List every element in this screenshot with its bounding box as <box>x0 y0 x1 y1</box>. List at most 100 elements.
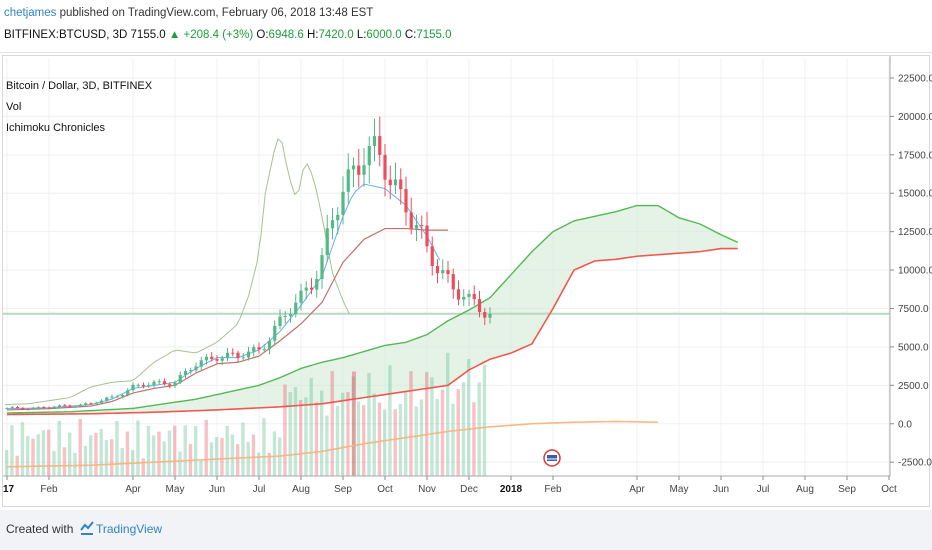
candle-body-68 <box>362 165 366 175</box>
volume-bar-91 <box>482 364 487 476</box>
candle-body-47 <box>252 347 256 352</box>
event-flag-blue <box>547 455 557 461</box>
candle-body-89 <box>472 293 476 300</box>
tradingview-brand[interactable]: TradingView <box>96 522 163 536</box>
volume-bar-51 <box>272 431 277 476</box>
candle-body-18 <box>99 400 104 403</box>
legend-ichimoku[interactable]: Ichimoku Chronicles <box>6 122 106 134</box>
author-link[interactable]: chetjames <box>4 7 57 19</box>
candle-body-31 <box>168 384 172 386</box>
candle-body-13 <box>73 406 77 408</box>
y-tick-label-6: 7500.0 <box>898 304 929 315</box>
volume-bar-3 <box>20 422 25 476</box>
candle-body-37 <box>199 360 203 367</box>
candle-body-42 <box>225 352 230 359</box>
candle-body-16 <box>89 403 93 405</box>
volume-bar-43 <box>230 434 235 476</box>
volume-bar-13 <box>73 452 77 476</box>
x-tick-label-15: Jun <box>713 484 729 495</box>
candle-body-53 <box>283 315 287 317</box>
y-tick-label-2: 17500.0 <box>898 150 932 161</box>
candle-body-12 <box>68 405 72 407</box>
volume-bar-9 <box>52 450 56 476</box>
x-tick-label-19: Oct <box>881 484 897 495</box>
x-tick-label-12: Feb <box>544 484 562 495</box>
volume-bar-7 <box>41 430 46 476</box>
price-chart[interactable]: 22500.0 20000.0 17500.0 15000.0 12500.0 10000… <box>0 0 932 510</box>
open-value: 6948.6 <box>268 29 304 41</box>
volume-bar-50 <box>267 452 271 476</box>
x-tick-label-11: 2018 <box>500 484 523 495</box>
x-tick-label-0: 17 <box>3 484 15 495</box>
volume-bar-8 <box>47 429 51 476</box>
volume-bar-1 <box>10 425 14 476</box>
volume-bar-23 <box>125 431 130 476</box>
candle-body-26 <box>141 384 146 387</box>
volume-bar-17 <box>94 432 98 476</box>
candle-body-60 <box>320 255 324 279</box>
candle-body-28 <box>152 381 156 385</box>
volume-bar-69 <box>367 372 371 476</box>
open-label: O: <box>256 29 269 41</box>
ichimoku-cloud <box>7 205 738 415</box>
candle-body-87 <box>462 296 466 300</box>
volume-bar-64 <box>341 392 345 476</box>
chart-frame[interactable] <box>2 55 930 507</box>
candle-body-91 <box>483 312 487 318</box>
legend-title[interactable]: Bitcoin / Dollar, 3D, BITFINEX <box>6 80 153 92</box>
volume-bar-45 <box>241 422 245 476</box>
x-tick-label-3: May <box>166 484 185 495</box>
candle-body-51 <box>273 325 277 341</box>
volume-bar-4 <box>26 436 30 476</box>
volume-bar-37 <box>199 460 203 476</box>
volume-bar-38 <box>204 419 208 476</box>
volume-bar-21 <box>115 420 119 476</box>
candle-body-72 <box>383 154 387 180</box>
volume-bar-63 <box>335 405 340 476</box>
candle-body-30 <box>162 381 167 385</box>
senkou-span-b-line <box>6 247 738 416</box>
candle-body-41 <box>220 358 224 361</box>
candle-body-20 <box>110 396 114 398</box>
y-tick-label-5: 10000.0 <box>898 266 932 277</box>
x-tick-label-14: May <box>670 484 689 495</box>
volume-bar-59 <box>314 402 319 476</box>
candle-body-7 <box>42 407 46 409</box>
volume-bar-27 <box>146 425 151 476</box>
volume-bar-18 <box>99 428 103 476</box>
candle-body-56 <box>299 290 303 303</box>
candle-body-59 <box>315 278 319 290</box>
candle-body-0 <box>5 407 9 409</box>
volume-bar-57 <box>304 397 308 476</box>
candle-body-83 <box>441 270 445 274</box>
legend-volume[interactable]: Vol <box>6 101 22 113</box>
y-tick-label-10: -2500.0 <box>898 458 932 469</box>
low-label: L: <box>356 29 367 41</box>
volume-bar-72 <box>383 409 387 476</box>
volume-bar-71 <box>377 402 382 476</box>
volume-bar-85 <box>451 403 455 476</box>
candle-body-2 <box>15 407 20 409</box>
candle-body-64 <box>341 191 345 215</box>
symbol-name[interactable]: BITFINEX:BTCUSD, 3D <box>4 29 128 41</box>
candle-body-3 <box>21 407 25 410</box>
candle-body-55 <box>294 302 298 315</box>
volume-bar-89 <box>472 402 476 476</box>
x-tick-label-1: Feb <box>40 484 58 495</box>
chikou-lagging-line <box>4 138 350 406</box>
x-tick-label-8: Oct <box>377 484 393 495</box>
volume-bar-34 <box>183 425 187 476</box>
candle-body-43 <box>231 352 235 354</box>
candle-body-32 <box>173 382 177 386</box>
candle-body-63 <box>336 214 340 221</box>
candle-body-52 <box>278 316 282 326</box>
candle-body-88 <box>467 293 471 297</box>
candle-body-81 <box>430 246 434 266</box>
volume-bar-6 <box>36 434 40 476</box>
y-tick-label-1: 20000.0 <box>898 112 932 123</box>
volume-bar-19 <box>104 440 109 476</box>
volume-bar-15 <box>83 445 88 476</box>
published-text: published on TradingView.com, February 0… <box>59 7 374 19</box>
volume-bar-40 <box>215 437 219 476</box>
x-tick-label-5: Jul <box>253 484 266 495</box>
